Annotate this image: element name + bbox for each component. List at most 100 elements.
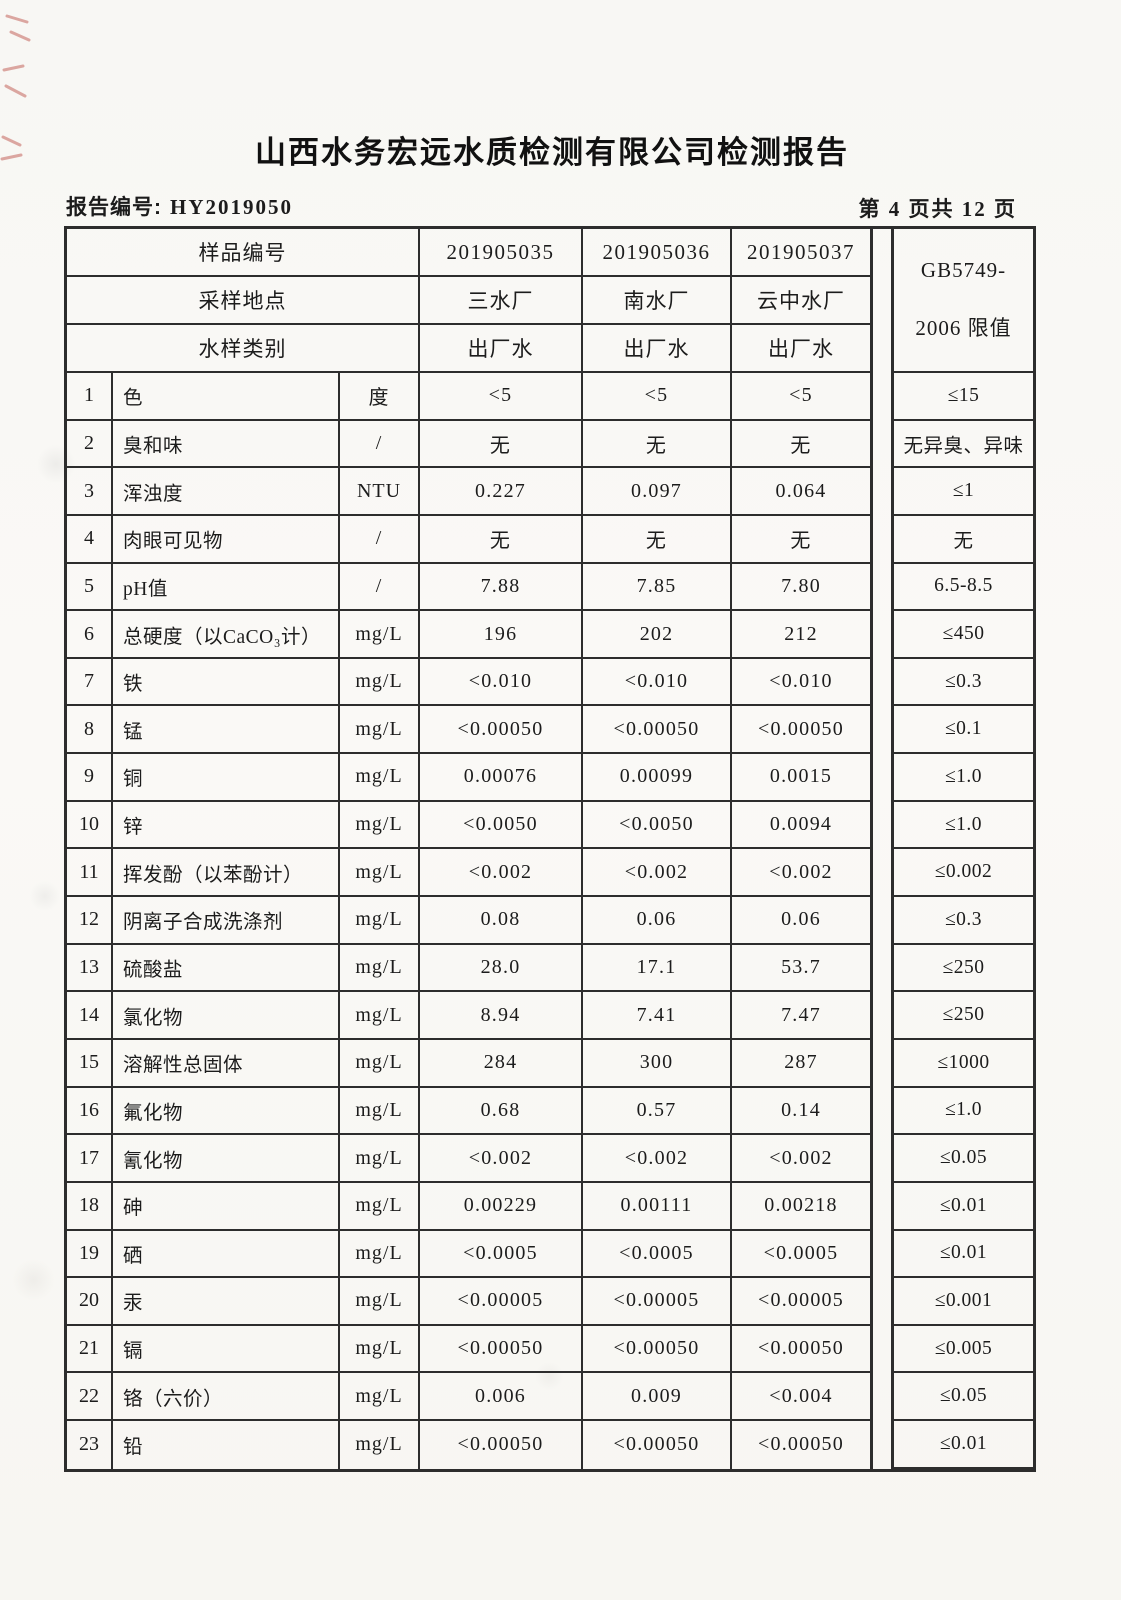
value-sample-1: 0.00076: [420, 754, 583, 802]
water-type-3: 出厂水: [732, 325, 870, 373]
value-sample-1: <0.00050: [420, 1421, 583, 1469]
value-sample-2: 无: [583, 515, 732, 564]
row-number: 18: [67, 1182, 113, 1231]
unit: mg/L: [340, 611, 420, 659]
unit: mg/L: [340, 1135, 420, 1183]
item-name: 总硬度（以CaCO₃计）: [113, 611, 340, 659]
row-number: 12: [67, 897, 113, 945]
value-sample-1: 0.227: [420, 468, 583, 516]
report-number: 报告编号: HY2019050: [66, 191, 293, 221]
item-name: 硫酸盐: [113, 944, 340, 993]
row-number: 22: [67, 1373, 113, 1422]
limit-value: ≤1.0: [894, 802, 1033, 850]
row-number: 6: [67, 611, 113, 659]
unit: mg/L: [340, 801, 420, 850]
value-sample-1: <0.00005: [420, 1278, 583, 1326]
value-sample-1: 28.0: [420, 944, 583, 993]
item-name: 阴离子合成洗涤剂: [113, 897, 340, 945]
item-name: 氟化物: [113, 1087, 340, 1136]
limit-column: GB5749- 2006 限值 ≤15 无异臭、异味 ≤1 无 6.5-8.5 ≤450 ≤…: [891, 226, 1036, 1472]
value-sample-3: <0.004: [732, 1373, 870, 1422]
value-sample-1: 0.08: [420, 897, 583, 945]
item-name: 铅: [113, 1421, 340, 1469]
value-sample-3: 53.7: [732, 945, 870, 993]
unit: /: [340, 420, 420, 469]
report-number-value: HY2019050: [170, 195, 293, 219]
unit: mg/L: [340, 1182, 420, 1231]
item-name: 色: [113, 373, 340, 421]
value-sample-2: <0.010: [583, 658, 732, 707]
value-sample-1: 0.006: [420, 1373, 583, 1422]
limit-value: ≤1: [894, 468, 1033, 516]
row-number: 21: [67, 1325, 113, 1374]
limit-value: ≤1.0: [894, 754, 1033, 802]
item-name: 肉眼可见物: [113, 515, 340, 564]
limit-value: ≤0.01: [894, 1421, 1033, 1469]
results-grid: 样品编号 201905035 201905036 201905037 采样地点 …: [64, 226, 873, 1472]
item-name: 溶解性总固体: [113, 1039, 340, 1088]
value-sample-3: <0.00050: [732, 706, 870, 755]
value-sample-2: 0.009: [583, 1373, 732, 1422]
value-sample-1: 无: [420, 420, 583, 469]
value-sample-2: 202: [583, 611, 732, 659]
value-sample-2: 0.57: [583, 1087, 732, 1136]
item-name: 锌: [113, 801, 340, 850]
limit-value: ≤1.0: [894, 1088, 1033, 1136]
value-sample-1: <5: [420, 373, 583, 421]
item-name: 铁: [113, 658, 340, 707]
value-sample-3: <0.002: [732, 1135, 870, 1183]
value-sample-3: <0.00050: [732, 1326, 870, 1374]
unit: mg/L: [340, 1230, 420, 1279]
unit: mg/L: [340, 897, 420, 945]
row-number: 4: [67, 515, 113, 564]
value-sample-3: <0.0005: [732, 1231, 870, 1279]
value-sample-2: <0.002: [583, 849, 732, 898]
value-sample-3: 0.0015: [732, 754, 870, 802]
sample-id-2: 201905036: [583, 229, 732, 277]
value-sample-3: 287: [732, 1040, 870, 1088]
unit: mg/L: [340, 992, 420, 1040]
water-type-2: 出厂水: [583, 325, 732, 373]
row-number: 5: [67, 563, 113, 612]
row-number: 10: [67, 801, 113, 850]
value-sample-2: 无: [583, 420, 732, 469]
value-sample-1: <0.002: [420, 1135, 583, 1183]
unit: NTU: [340, 468, 420, 516]
value-sample-1: <0.00050: [420, 706, 583, 755]
value-sample-1: 7.88: [420, 563, 583, 612]
value-sample-1: <0.0050: [420, 801, 583, 850]
location-3: 云中水厂: [732, 277, 870, 325]
value-sample-2: <0.0005: [583, 1230, 732, 1279]
red-ink-artifact: [5, 14, 31, 42]
limit-value: ≤0.1: [894, 706, 1033, 755]
value-sample-3: 0.064: [732, 468, 870, 516]
limit-column-header: GB5749- 2006 限值: [894, 229, 1033, 373]
value-sample-1: <0.00050: [420, 1325, 583, 1374]
item-name: 硒: [113, 1230, 340, 1279]
row-number: 23: [67, 1421, 113, 1469]
limit-cells: ≤15 无异臭、异味 ≤1 无 6.5-8.5 ≤450 ≤0.3 ≤0.1 ≤1.0 ≤1.0 ≤…: [894, 373, 1033, 1469]
value-sample-3: 无: [732, 421, 870, 469]
report-title: 山西水务宏远水质检测有限公司检测报告: [255, 135, 849, 170]
unit: /: [340, 515, 420, 564]
limit-value: ≤0.005: [894, 1326, 1033, 1374]
value-sample-2: 300: [583, 1039, 732, 1088]
value-sample-3: 0.0094: [732, 802, 870, 850]
value-sample-2: 0.00099: [583, 754, 732, 802]
value-sample-3: 0.14: [732, 1088, 870, 1136]
item-name: 汞: [113, 1278, 340, 1326]
limit-value: 无: [894, 516, 1033, 564]
red-ink-artifact: [2, 64, 27, 98]
unit: mg/L: [340, 1373, 420, 1422]
row-number: 13: [67, 944, 113, 993]
unit: 度: [340, 373, 420, 421]
value-sample-3: 0.00218: [732, 1183, 870, 1231]
limit-value: ≤0.05: [894, 1135, 1033, 1183]
table-spacer-column: [873, 226, 891, 1472]
value-sample-1: 8.94: [420, 992, 583, 1040]
value-sample-1: <0.002: [420, 849, 583, 898]
limit-header-line2: 2006 限值: [915, 316, 1012, 340]
sample-id-3: 201905037: [732, 229, 870, 277]
results-table: 样品编号 201905035 201905036 201905037 采样地点 …: [64, 226, 1036, 1472]
